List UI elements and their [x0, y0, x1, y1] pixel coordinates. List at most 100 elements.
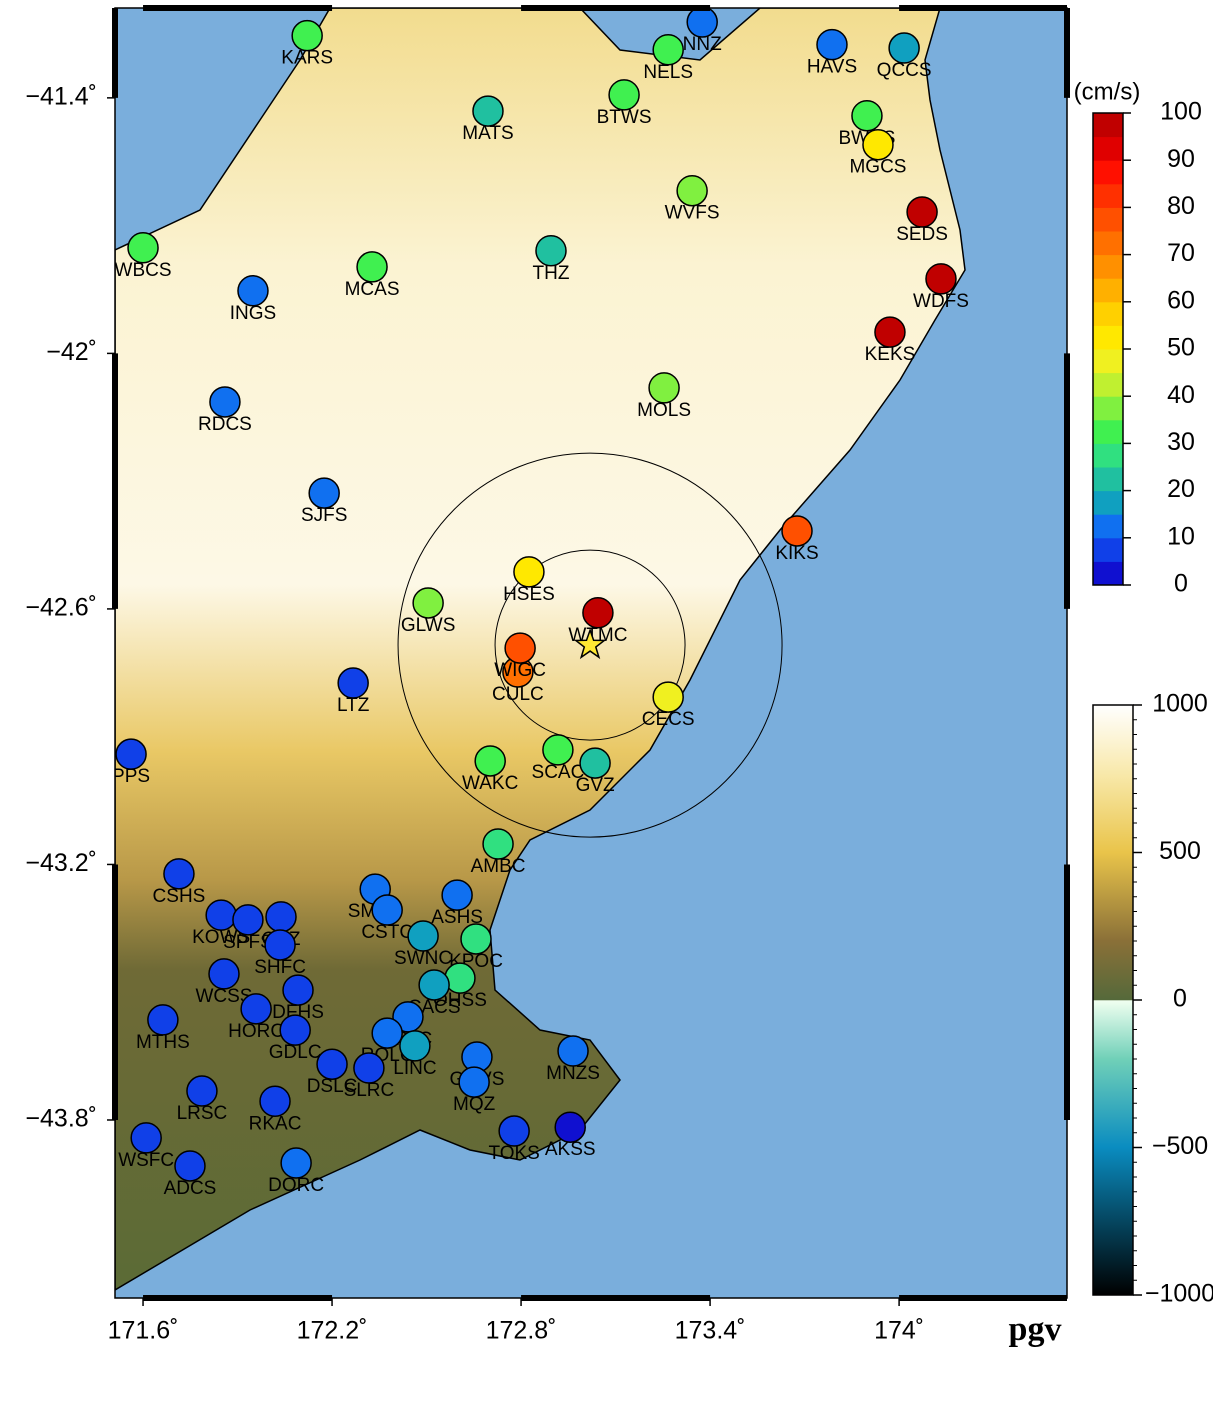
- station-label: KIKS: [775, 543, 818, 564]
- station: [371, 1017, 403, 1049]
- station: [232, 904, 264, 936]
- map-label: pgv: [1009, 1311, 1062, 1348]
- epicenter: [573, 627, 607, 660]
- station-label: SPFS: [223, 932, 273, 953]
- station: [557, 1035, 589, 1067]
- colorbars: 0 10 20 30 40 50 60 70 80 90 100 −1000 −500 0 500 1000: [1092, 98, 1213, 1308]
- station: [874, 316, 906, 348]
- station: [353, 1052, 385, 1084]
- station-label: GDLC: [269, 1042, 322, 1063]
- station-label: MNZS: [546, 1063, 600, 1084]
- station-label: WCSS: [195, 986, 252, 1007]
- station: [816, 28, 848, 61]
- station: [906, 196, 938, 228]
- colorbar-tick-label: 100: [1160, 98, 1202, 126]
- colorbar-bin: [1093, 325, 1123, 350]
- station: [652, 33, 684, 66]
- y-tick-label: −43.8˚: [25, 1105, 97, 1133]
- station-label: WAKC: [462, 773, 518, 794]
- station-label: TOKS: [488, 1143, 539, 1164]
- station: [444, 962, 476, 994]
- colorbar-tick-label: 0: [1174, 570, 1188, 598]
- x-tick-label: 172.8˚: [486, 1317, 557, 1345]
- station-label: KEKS: [865, 344, 916, 365]
- colorbar-tick-label: 20: [1167, 475, 1195, 503]
- station-label: DFHS: [272, 1002, 324, 1023]
- colorbar-bin: [1093, 207, 1123, 232]
- station: [115, 738, 147, 770]
- station: [130, 1122, 162, 1154]
- station: [186, 1075, 218, 1107]
- station-label: MTHS: [136, 1032, 190, 1053]
- station-label: WDFS: [913, 291, 969, 312]
- station: [399, 1030, 431, 1062]
- station: [862, 128, 894, 161]
- station: [291, 19, 323, 52]
- colorbar-bin: [1093, 278, 1123, 303]
- distance-ring: [494, 549, 686, 741]
- station-label: MATS: [462, 123, 513, 144]
- station: [888, 32, 920, 64]
- station: [851, 99, 883, 132]
- station-label: KOWS: [192, 927, 250, 948]
- colorbar-bin: [1093, 113, 1123, 138]
- station: [316, 1048, 348, 1080]
- station-label: GLWS: [401, 615, 456, 636]
- colorbar-bin: [1093, 419, 1123, 444]
- station-label: CULC: [492, 684, 544, 705]
- topo-tick-label: −500: [1152, 1132, 1208, 1160]
- station-label: DORC: [268, 1175, 324, 1196]
- station: [925, 263, 957, 295]
- station-label: ADCS: [164, 1178, 217, 1199]
- station: [265, 901, 297, 933]
- station: [781, 515, 813, 547]
- station: [371, 894, 403, 926]
- colorbar-tick-label: 30: [1167, 428, 1195, 456]
- x-tick-label: 174˚: [874, 1317, 924, 1345]
- station: [280, 1147, 312, 1179]
- station-label: INGS: [230, 303, 276, 324]
- station-label: SHFC: [254, 957, 306, 978]
- colorbar-bin: [1093, 183, 1123, 208]
- station: [174, 1150, 206, 1182]
- station-label: MGCS: [849, 157, 906, 178]
- station-label: WBCS: [115, 260, 172, 281]
- station-label: CECS: [642, 709, 695, 730]
- axes: 171.6˚ 172.2˚ 172.8˚ 173.4˚ 174˚ −41.4˚ −42˚ −4…: [25, 5, 1070, 1345]
- colorbar-bin: [1093, 396, 1123, 421]
- station-label: WIGC: [494, 660, 546, 681]
- y-tick-label: −42.6˚: [25, 594, 97, 622]
- colorbar-tick-label: 50: [1167, 334, 1195, 362]
- station: [237, 275, 269, 307]
- station: [308, 477, 340, 509]
- station: [407, 920, 439, 952]
- colorbar-tick-label: 90: [1167, 145, 1195, 173]
- station-label: SCAC: [532, 762, 585, 783]
- station: [498, 1115, 530, 1147]
- distance-rings: [397, 452, 783, 838]
- topo-tick-label: 1000: [1152, 690, 1208, 718]
- station: [535, 235, 567, 267]
- stations: KARSMATSBTWSNNZNELSHAVSQCCSBWRSMGCSWVFSS…: [115, 8, 969, 1199]
- station: [208, 958, 240, 990]
- station-label: CSHS: [153, 886, 206, 907]
- station: [542, 734, 574, 766]
- y-tick-label: −43.2˚: [25, 849, 97, 877]
- colorbar-bin: [1093, 254, 1123, 279]
- colorbar-tick-label: 80: [1167, 192, 1195, 220]
- station-label: AKSS: [545, 1139, 596, 1160]
- station-label: LRSC: [177, 1103, 228, 1124]
- station: [259, 1085, 291, 1117]
- station-label: SEDS: [896, 224, 948, 245]
- station-label: CSTC: [361, 922, 413, 943]
- topo-tick-label: 0: [1173, 985, 1187, 1013]
- station-label: MCAS: [345, 279, 400, 300]
- colorbar-bin: [1093, 349, 1123, 374]
- station: [127, 232, 159, 264]
- station-label: SJFS: [301, 505, 347, 526]
- station: [504, 632, 536, 664]
- colorbar-bin: [1093, 136, 1123, 161]
- station-label: LINC: [393, 1058, 436, 1079]
- station: [458, 1066, 490, 1098]
- station: [412, 587, 444, 619]
